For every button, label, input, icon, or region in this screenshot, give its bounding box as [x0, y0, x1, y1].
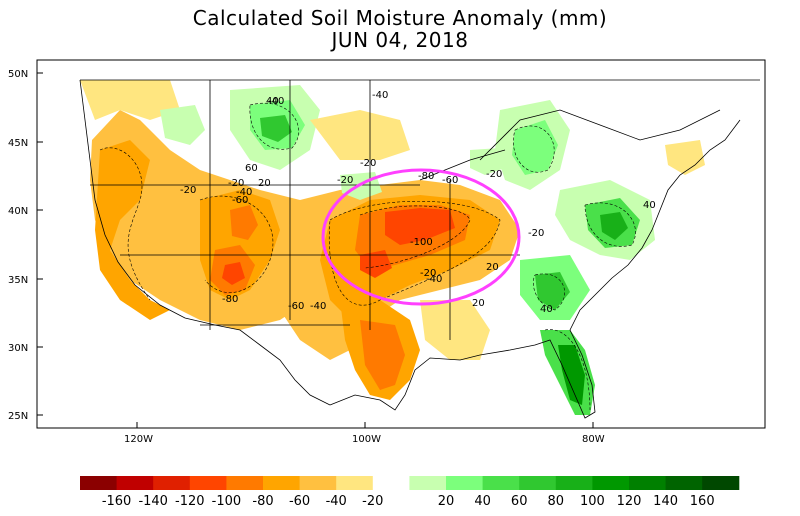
legend-swatch: [446, 476, 484, 490]
contour-label: 40: [540, 304, 553, 315]
legend-label: -60: [289, 494, 310, 509]
contour-lines: [99, 102, 636, 411]
legend-label: -120: [175, 494, 205, 509]
lon-tick-label: 120W: [124, 434, 153, 445]
contour-label: -20: [180, 185, 196, 196]
contour-label: 40: [643, 200, 656, 211]
legend-swatch: [336, 476, 374, 490]
legend-label: 20: [438, 494, 455, 509]
legend-label: -40: [326, 494, 347, 509]
legend-swatch: [629, 476, 667, 490]
longitude-axis: [136, 422, 594, 428]
lon-tick-label: 80W: [582, 434, 605, 445]
contour-label: -40: [426, 274, 442, 285]
contour-label: 20: [472, 298, 485, 309]
contour-label: -20: [486, 169, 502, 180]
lat-tick-label: 25N: [8, 411, 28, 422]
legend-swatch: [263, 476, 301, 490]
legend-color-bar: [80, 476, 740, 490]
contour-label: -80: [418, 171, 434, 182]
contour-value-labels: -40 -40 -20 -20 -20 -20 -40 -60 -60 -80 …: [180, 90, 656, 315]
anomaly-fields: [80, 80, 705, 415]
legend-swatch: [226, 476, 264, 490]
highlight-ellipse: [321, 168, 521, 306]
legend-swatch: [409, 476, 447, 490]
contour-label: -60: [442, 175, 458, 186]
contour-label: -40: [372, 90, 388, 101]
legend-label: 80: [548, 494, 565, 509]
contour-label: -60: [288, 301, 304, 312]
legend-swatch: [519, 476, 557, 490]
legend-label: 60: [511, 494, 528, 509]
contour-label: -20: [528, 228, 544, 239]
contour-label: -40: [310, 301, 326, 312]
legend-label: -100: [212, 494, 242, 509]
lat-tick-label: 40N: [8, 206, 28, 217]
contour-label: -40: [268, 96, 284, 107]
legend-label: 40: [474, 494, 491, 509]
contour-label: -20: [420, 268, 436, 279]
legend-swatch: [189, 476, 227, 490]
contour-label: -80: [222, 294, 238, 305]
contour-label: 20: [258, 178, 271, 189]
contour-label: 40: [266, 96, 279, 107]
legend-swatch: [299, 476, 337, 490]
legend-label: 120: [617, 494, 642, 509]
legend-swatch: [702, 476, 740, 490]
contour-label: -40: [236, 187, 252, 198]
lat-tick-label: 45N: [8, 138, 28, 149]
legend-swatch: [482, 476, 520, 490]
latitude-axis: [37, 72, 43, 416]
contour-label: -100: [410, 237, 433, 248]
legend-swatch: [555, 476, 593, 490]
legend-swatch: [153, 476, 191, 490]
contour-label: 60: [245, 163, 258, 174]
contour-label: -60: [232, 195, 248, 206]
legend-label: 140: [653, 494, 678, 509]
legend-label: -80: [252, 494, 273, 509]
legend-swatch: [372, 476, 410, 490]
legend-swatch: [116, 476, 154, 490]
contour-label: -20: [337, 175, 353, 186]
contour-label: -20: [360, 158, 376, 169]
contour-label: -20: [228, 178, 244, 189]
legend-label: -160: [102, 494, 132, 509]
legend-label: -20: [362, 494, 383, 509]
legend-swatch: [665, 476, 703, 490]
lat-tick-label: 50N: [8, 69, 28, 80]
contour-label: 20: [486, 262, 499, 273]
geographic-outlines: [79, 79, 760, 419]
lat-tick-label: 35N: [8, 275, 28, 286]
legend-label: -140: [138, 494, 168, 509]
legend-swatch: [592, 476, 630, 490]
legend-swatch: [80, 476, 118, 490]
legend-label: 160: [690, 494, 715, 509]
legend-label: 100: [580, 494, 605, 509]
map-date: JUN 04, 2018: [331, 28, 469, 52]
legend-labels: -160 -140 -120 -100 -80 -60 -40 -20 20 40 60 80 100 1…: [102, 494, 715, 509]
map-title: Calculated Soil Moisture Anomaly (mm): [192, 6, 608, 30]
lon-tick-label: 100W: [352, 434, 381, 445]
lat-tick-label: 30N: [8, 343, 28, 354]
